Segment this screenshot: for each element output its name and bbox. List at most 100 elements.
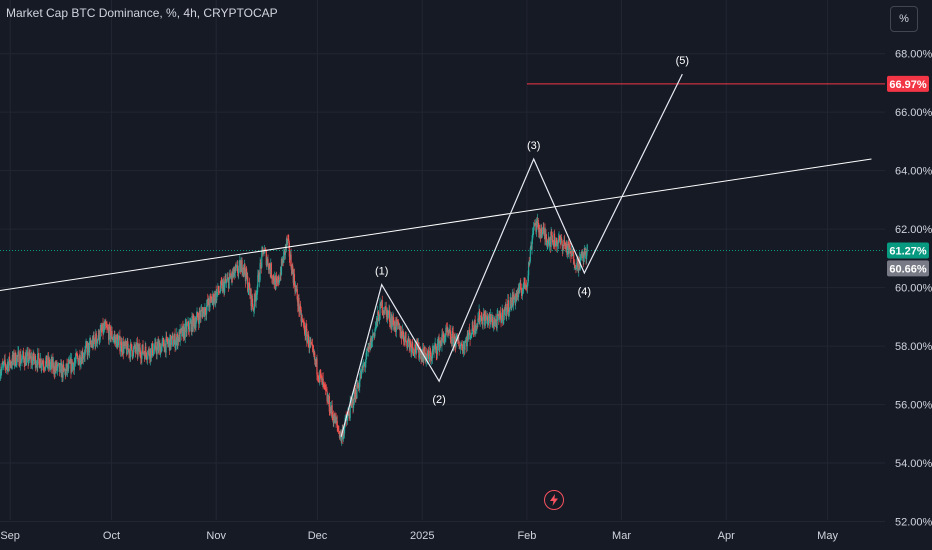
candle-body xyxy=(383,310,385,313)
candle-body xyxy=(192,315,194,331)
candle-body xyxy=(106,327,109,329)
candle-body xyxy=(218,292,221,293)
y-tick-label: 56.00% xyxy=(895,400,932,412)
candle-body xyxy=(119,336,121,352)
candle-body xyxy=(245,268,248,278)
candle-body xyxy=(349,401,351,418)
candle-body xyxy=(472,321,474,331)
chart-title: Market Cap BTC Dominance, %, 4h, CRYPTOC… xyxy=(6,6,278,20)
x-tick-label: Mar xyxy=(612,530,631,542)
candle-body xyxy=(573,254,575,265)
percent-scale-button[interactable]: % xyxy=(890,6,918,32)
candle-body xyxy=(532,230,534,234)
candle-body xyxy=(333,420,335,423)
candle-body xyxy=(528,262,530,276)
last-price-badge-label: 61.27% xyxy=(889,245,927,257)
candle-body xyxy=(343,426,346,434)
candle-body xyxy=(242,272,244,274)
candle-body xyxy=(247,290,249,292)
candle-body xyxy=(441,334,443,346)
candle-body xyxy=(145,352,147,358)
candle-body xyxy=(234,273,236,277)
candle-body xyxy=(318,379,320,381)
candle-body xyxy=(7,363,10,372)
candle-body xyxy=(440,341,442,344)
candle-body xyxy=(387,313,390,316)
candle-body xyxy=(395,319,397,332)
lightning-icon[interactable] xyxy=(544,490,564,510)
candle-body xyxy=(275,277,277,290)
candle-body xyxy=(278,280,280,284)
candle-body xyxy=(146,356,149,360)
candle-body xyxy=(501,315,503,323)
candle-body xyxy=(487,320,489,325)
candle-body xyxy=(48,360,51,368)
candle-body xyxy=(358,386,360,389)
candle-body xyxy=(520,283,522,290)
candle-body xyxy=(555,241,557,246)
candle-body xyxy=(144,346,146,360)
candle-body xyxy=(97,338,99,340)
candle-body xyxy=(414,344,417,351)
candle-body xyxy=(405,332,407,342)
candle-body xyxy=(556,237,558,247)
candle-body xyxy=(261,251,263,268)
candle-body xyxy=(220,281,222,283)
candle-body xyxy=(132,347,135,357)
candle-body xyxy=(387,310,389,316)
candle-body xyxy=(577,259,579,271)
candle-body xyxy=(248,282,250,289)
candle-body xyxy=(72,363,74,364)
candle-body xyxy=(525,285,527,287)
candle-body xyxy=(572,250,574,255)
candle-body xyxy=(13,353,15,364)
candle-body xyxy=(160,345,163,353)
candle-body xyxy=(444,337,446,344)
candle-body xyxy=(423,354,425,362)
candle-body xyxy=(8,356,11,366)
candle-body xyxy=(175,339,177,345)
candle-body xyxy=(1,362,3,368)
candle-body xyxy=(412,342,414,349)
candle-body xyxy=(328,396,330,412)
candle-body xyxy=(512,294,515,306)
candle-body xyxy=(2,362,4,365)
candle-body xyxy=(219,290,221,293)
candle-body xyxy=(470,335,472,340)
candle-body xyxy=(372,334,374,336)
candle-body xyxy=(490,321,493,323)
candle-body xyxy=(506,307,508,317)
candle-body xyxy=(409,341,411,348)
candle-body xyxy=(269,263,271,269)
prev-close-badge xyxy=(887,260,929,277)
candle-body xyxy=(306,328,308,343)
candle-body xyxy=(171,336,173,340)
candle-body xyxy=(388,310,391,322)
trendline xyxy=(0,158,872,292)
candle-body xyxy=(575,268,578,270)
candle-body xyxy=(86,343,88,347)
candle-body xyxy=(339,435,341,438)
candle-body xyxy=(186,325,189,326)
candle-body xyxy=(378,319,381,321)
candle-body xyxy=(20,360,22,363)
candle-body xyxy=(251,295,253,304)
candle-body xyxy=(38,353,40,359)
candle-body xyxy=(551,235,553,241)
candle-body xyxy=(210,296,212,299)
candle-body xyxy=(377,311,379,322)
candle-body xyxy=(46,365,48,367)
candle-body xyxy=(553,233,556,246)
candle-body xyxy=(401,337,403,339)
candle-body xyxy=(41,362,43,366)
candle-body xyxy=(184,323,186,338)
candle-body xyxy=(515,297,517,304)
candle-body xyxy=(253,309,255,311)
candle-body xyxy=(486,316,489,325)
candle-body xyxy=(110,335,112,340)
candle-body xyxy=(311,344,314,347)
candle-body xyxy=(419,350,421,356)
candle-body xyxy=(453,338,455,346)
candle-body xyxy=(293,273,296,285)
